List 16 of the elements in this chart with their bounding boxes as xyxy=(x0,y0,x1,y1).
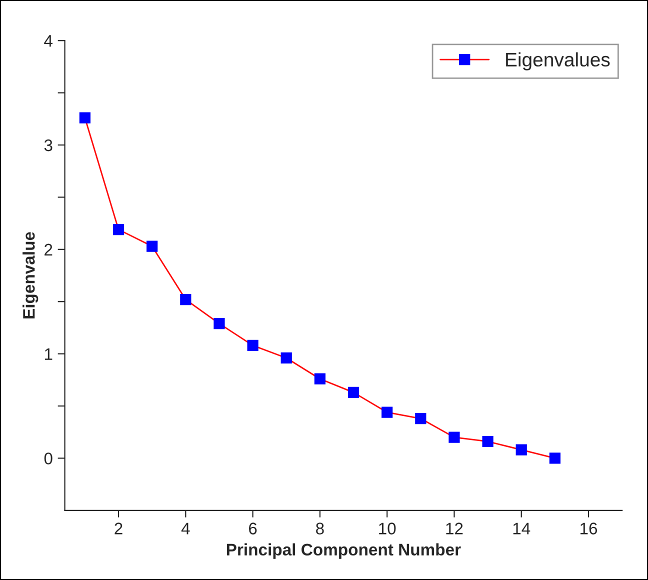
y-tick-label: 0 xyxy=(44,452,52,464)
x-tick-label: 6 xyxy=(249,522,257,534)
x-tick-label: 2 xyxy=(114,522,122,534)
legend-label: Eigenvalues xyxy=(506,52,610,70)
x-tick-label: 10 xyxy=(379,522,396,534)
x-tick-label: 16 xyxy=(580,522,598,534)
x-tick-label: 4 xyxy=(181,522,190,534)
x-tick-label: 12 xyxy=(446,522,463,534)
x-tick-label: 8 xyxy=(316,522,324,534)
y-tick-label: 3 xyxy=(44,139,52,152)
x-tick-label: 14 xyxy=(513,522,530,534)
x-axis-title: Principal Component Number xyxy=(226,543,461,559)
y-tick-label: 2 xyxy=(44,244,52,256)
y-axis-title: Eigenvalue xyxy=(22,232,38,318)
y-tick-label: 4 xyxy=(44,35,53,47)
y-tick-label: 1 xyxy=(44,348,52,360)
